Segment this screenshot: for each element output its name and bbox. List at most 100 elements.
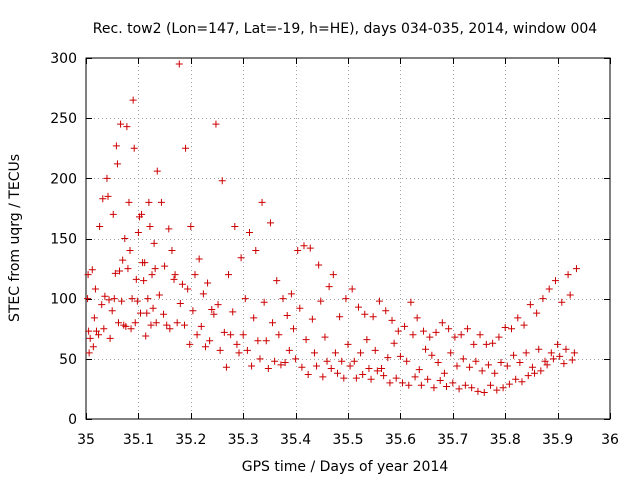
data-point	[526, 301, 534, 309]
data-point	[409, 331, 417, 339]
x-tick-label: 35.7	[437, 432, 468, 448]
data-point	[476, 331, 484, 339]
data-point	[256, 355, 264, 363]
data-point	[114, 319, 122, 327]
data-point	[91, 285, 99, 293]
data-point	[216, 346, 224, 354]
data-point	[552, 277, 560, 285]
data-point	[210, 310, 218, 318]
data-point	[277, 361, 285, 369]
data-point	[157, 198, 165, 206]
data-point	[144, 295, 152, 303]
data-point	[344, 340, 352, 348]
data-point	[336, 313, 344, 321]
data-point	[537, 367, 545, 375]
x-tick-label: 35.8	[490, 432, 521, 448]
data-point	[497, 358, 505, 366]
data-point	[130, 144, 138, 152]
data-point	[147, 321, 155, 329]
y-tick-label: 150	[50, 232, 77, 248]
data-point	[440, 369, 448, 377]
x-tick-label: 35.4	[280, 432, 311, 448]
data-point	[184, 285, 192, 293]
data-point	[181, 321, 189, 329]
data-point	[279, 295, 287, 303]
data-point	[543, 361, 551, 369]
data-point	[290, 325, 298, 333]
data-point	[390, 339, 398, 347]
data-point	[363, 336, 371, 344]
data-point	[141, 259, 149, 267]
data-point	[401, 322, 409, 330]
data-point	[175, 60, 183, 68]
x-tick-label: 35.1	[123, 432, 154, 448]
data-point	[186, 340, 194, 348]
data-point	[126, 247, 134, 255]
data-points	[84, 60, 580, 397]
data-point	[142, 332, 150, 340]
data-point	[285, 346, 293, 354]
axis-ticks	[86, 58, 611, 420]
data-point	[176, 299, 184, 307]
data-point	[148, 271, 156, 279]
data-point	[470, 340, 478, 348]
data-point	[166, 325, 174, 333]
data-point	[220, 328, 228, 336]
y-tick-label: 200	[50, 171, 77, 187]
data-point	[118, 297, 126, 305]
data-point	[487, 381, 495, 389]
data-point	[317, 297, 325, 305]
y-tick-labels: 0 50 100 150 200 250 300	[50, 51, 77, 428]
data-point	[208, 305, 216, 313]
data-point	[239, 331, 247, 339]
data-point	[212, 120, 220, 128]
data-point	[447, 349, 455, 357]
data-point	[436, 376, 444, 384]
data-point	[204, 279, 212, 287]
data-point	[426, 333, 434, 341]
data-point	[338, 357, 346, 365]
data-point	[170, 275, 178, 283]
data-point	[103, 174, 111, 182]
data-point	[340, 374, 348, 382]
data-point	[315, 261, 323, 269]
data-point	[116, 267, 124, 275]
data-point	[222, 363, 230, 371]
data-point	[384, 354, 392, 362]
data-point	[151, 265, 159, 273]
data-point	[260, 298, 268, 306]
data-point	[199, 290, 207, 298]
data-point	[547, 349, 555, 357]
data-point	[233, 340, 241, 348]
data-point	[127, 325, 135, 333]
data-point	[241, 295, 249, 303]
data-point	[136, 309, 144, 317]
data-point	[560, 360, 568, 368]
data-point	[572, 265, 580, 273]
data-point	[90, 314, 98, 322]
data-point	[187, 222, 195, 230]
data-point	[357, 349, 365, 357]
data-point	[373, 367, 381, 375]
y-tick-label: 100	[50, 292, 77, 308]
x-tick-label: 35.5	[332, 432, 363, 448]
data-point	[189, 307, 197, 315]
data-point	[128, 295, 136, 303]
data-point	[131, 319, 139, 327]
data-point	[350, 357, 358, 365]
data-point	[541, 357, 549, 365]
grid-lines	[86, 58, 610, 419]
data-point	[459, 355, 467, 363]
data-point	[117, 120, 125, 128]
data-point	[346, 362, 354, 370]
data-point	[474, 387, 482, 395]
data-point	[165, 225, 173, 233]
data-point	[463, 325, 471, 333]
data-point	[531, 369, 539, 377]
data-point	[415, 366, 423, 374]
data-point	[562, 345, 570, 353]
data-point	[478, 367, 486, 375]
data-point	[405, 381, 413, 389]
data-point	[134, 228, 142, 236]
data-point	[110, 295, 118, 303]
